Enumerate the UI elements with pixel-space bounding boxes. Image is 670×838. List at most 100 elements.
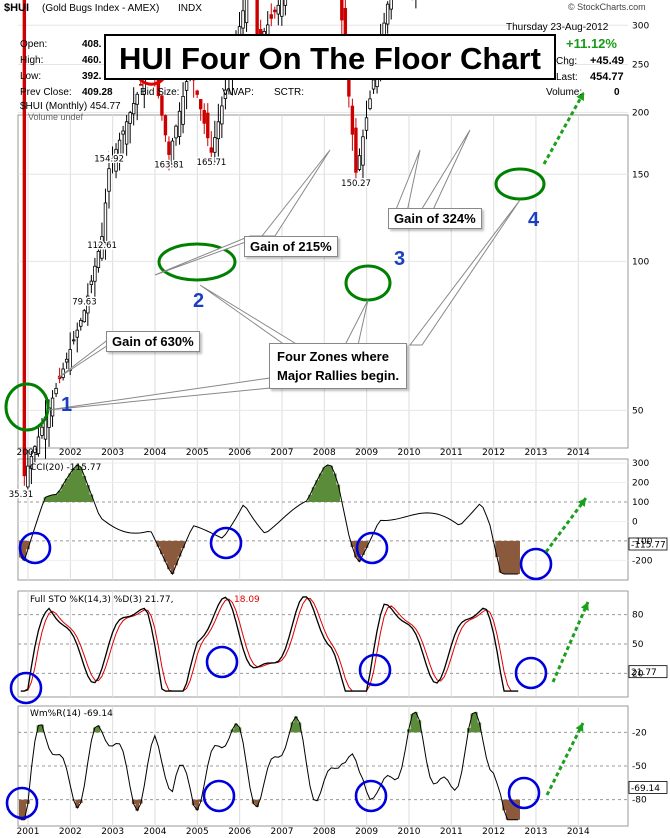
low-label: Low:: [20, 71, 42, 82]
cci-line: [20, 464, 519, 576]
cci-last-tag: [628, 537, 668, 551]
gain-215-callout: Gain of 215%: [244, 236, 338, 257]
x-tick-label: 2005: [186, 827, 209, 837]
gain-630-callout: Gain of 630%: [106, 331, 200, 352]
cci-arrow-head: [577, 498, 586, 507]
indicator-circle: [202, 779, 236, 813]
indicator-circle: [514, 656, 548, 690]
indicator-circle: [5, 786, 39, 820]
indicator-circle: [205, 645, 239, 679]
x-tick-label: 2006: [228, 448, 251, 458]
sto-arrow: [551, 601, 590, 683]
candle-body: [357, 155, 362, 170]
sto-y-tick: 20: [632, 669, 644, 679]
indicator-circle: [355, 531, 389, 565]
y-tick-label: 250: [632, 60, 649, 70]
x-tick-label: 2013: [525, 827, 548, 837]
wr-last-tag-text: -69.14: [631, 784, 660, 794]
prev-close-label: Prev Close:: [20, 87, 72, 98]
candle-body: [269, 14, 273, 19]
sto-k-line: [20, 596, 519, 692]
x-tick-label: 2008: [313, 448, 336, 458]
candle-body: [96, 250, 101, 268]
candle-body: [36, 436, 41, 454]
candle-body: [68, 349, 72, 371]
candle-body: [117, 139, 122, 158]
candle-body: [103, 202, 108, 243]
sto-arrow-head: [580, 602, 589, 611]
indicator-circle: [507, 776, 541, 810]
candle-body: [273, 9, 277, 13]
candle-body: [244, 0, 249, 24]
candle-body: [107, 168, 111, 192]
candle-body: [181, 96, 185, 125]
y-tick-label: 100: [632, 257, 649, 267]
candle-body: [26, 465, 30, 488]
cci-last-tag-text: -115.77: [631, 541, 666, 551]
cci-y-tick: -100: [632, 537, 653, 547]
candle-body: [163, 115, 168, 136]
volume-legend: Volume undef: [28, 112, 84, 122]
candle-body: [350, 105, 355, 135]
price-label: 165.71: [197, 158, 227, 168]
candle-body: [29, 455, 34, 469]
cci-positive-fill: [43, 464, 344, 502]
wr-y-tick: -80: [632, 796, 647, 806]
x-tick-label: 2012: [482, 448, 505, 458]
price-label: 112.61: [87, 241, 117, 251]
y-tick-label: 200: [632, 108, 649, 118]
candle-body: [280, 0, 284, 17]
candle-body: [50, 397, 55, 417]
candle-body: [354, 127, 358, 173]
candle-body: [121, 130, 125, 135]
wr-last-tag: [628, 781, 668, 794]
candle-body: [114, 148, 118, 172]
x-tick-label: 2007: [271, 827, 294, 837]
price-label: 154.92: [94, 154, 124, 164]
wr-y-tick: -20: [632, 728, 647, 738]
x-tick-label: 2008: [313, 827, 336, 837]
candle-body: [220, 105, 224, 125]
x-tick-label: 2001: [17, 448, 40, 458]
candle-body: [184, 81, 189, 91]
candle-body: [75, 329, 79, 338]
candle-body: [199, 99, 203, 110]
gain-324-callout: Gain of 324%: [388, 208, 482, 229]
candle-body: [33, 446, 37, 453]
x-tick-label: 2002: [59, 448, 82, 458]
indicator-circle: [209, 526, 243, 560]
x-tick-label: 2002: [59, 827, 82, 837]
chart-headline: HUI Four On The Floor Chart: [104, 34, 556, 80]
trough-circle: [4, 382, 50, 432]
symbol: $HUI: [4, 2, 30, 14]
last-value: 454.77: [590, 71, 624, 83]
sto-legend-signal: 18.09: [234, 595, 260, 605]
open-label: Open:: [20, 39, 48, 50]
candle-body: [89, 280, 94, 286]
candle-body: [131, 103, 136, 115]
x-tick-label: 2012: [482, 827, 505, 837]
high-label: High:: [20, 55, 44, 66]
candle-body: [93, 265, 97, 282]
y-tick-label: 150: [632, 170, 649, 180]
x-tick-label: 2007: [271, 448, 294, 458]
open-value: 408.: [82, 39, 102, 50]
candle-body: [206, 112, 210, 139]
price-label: 79.63: [72, 297, 96, 307]
x-tick-label: 2014: [567, 827, 590, 837]
candle-body: [202, 110, 206, 124]
candle-body: [223, 89, 228, 100]
candle-body: [82, 310, 86, 323]
candle-body: [124, 121, 129, 145]
sto-last-tag: [628, 665, 668, 679]
candle-body: [22, 0, 27, 477]
candle-body: [195, 90, 199, 95]
price-label: 35.31: [9, 490, 33, 500]
candle-body: [340, 0, 344, 21]
zone-number-3: 3: [394, 248, 406, 270]
price-legend: $HUI (Monthly) 454.77: [20, 101, 121, 112]
panel-frame-1: [17, 114, 629, 449]
change-value: +45.49: [590, 55, 624, 67]
panel-frame-4: [17, 705, 629, 827]
